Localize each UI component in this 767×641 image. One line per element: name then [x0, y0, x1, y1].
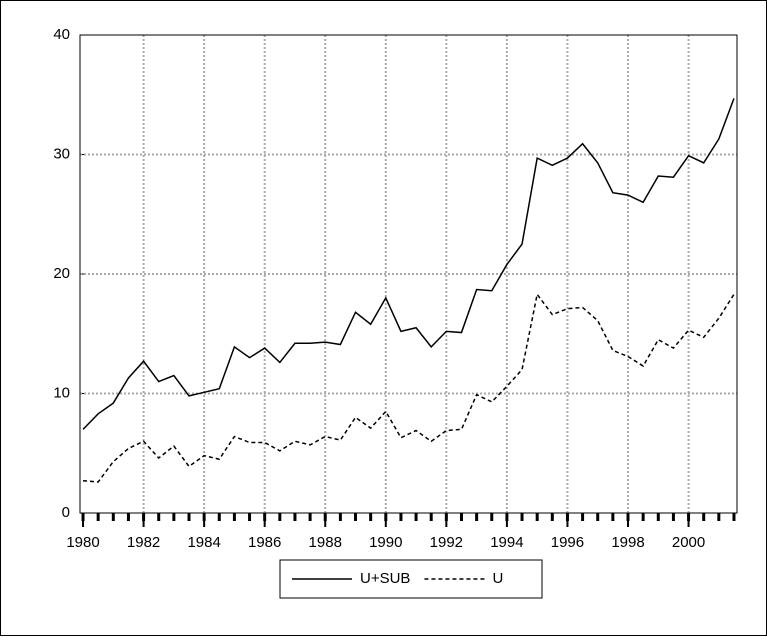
- y-tick-label: 10: [53, 384, 70, 401]
- plot-frame: [79, 34, 738, 514]
- x-tick-label: 1986: [248, 534, 281, 551]
- x-tick-label: 2000: [672, 534, 705, 551]
- series-line: [82, 292, 735, 483]
- y-tick-label: 0: [62, 504, 70, 521]
- x-tick-label: 1998: [611, 534, 644, 551]
- x-tick-label: 1996: [551, 534, 584, 551]
- y-tick-label: 30: [53, 145, 70, 162]
- x-tick-label: 1992: [430, 534, 463, 551]
- y-tick-label: 20: [53, 265, 70, 282]
- x-tick-label: 1988: [309, 534, 342, 551]
- series-line: [82, 98, 735, 430]
- x-tick-label: 1984: [187, 534, 220, 551]
- legend-label: U: [492, 570, 503, 587]
- x-tick-label: 1994: [490, 534, 523, 551]
- y-tick-label: 40: [53, 26, 70, 43]
- x-tick-label: 1982: [127, 534, 160, 551]
- legend-label: U+SUB: [360, 570, 410, 587]
- x-tick-label: 1980: [66, 534, 99, 551]
- x-tick-label: 1990: [369, 534, 402, 551]
